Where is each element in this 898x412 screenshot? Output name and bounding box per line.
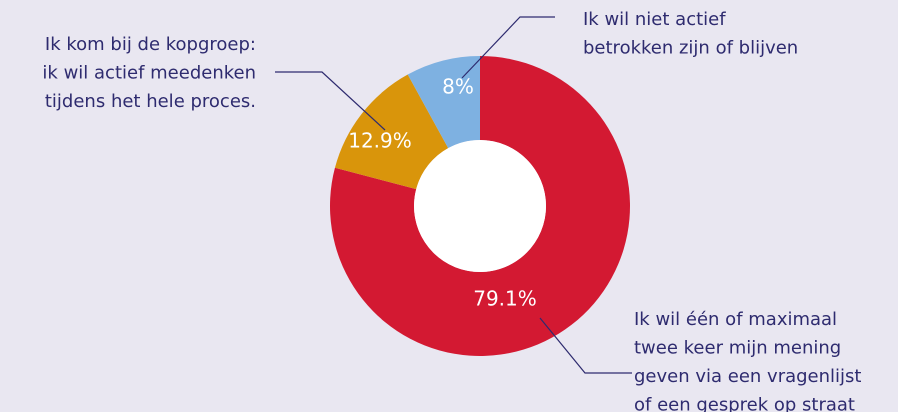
category-label-line: Ik wil niet actief: [583, 9, 726, 30]
leader-line: [275, 71, 386, 131]
leader-line: [461, 16, 555, 79]
data-label: 8%: [442, 75, 474, 99]
category-label-line: twee keer mijn mening: [634, 338, 841, 359]
category-label-line: tijdens het hele proces.: [45, 91, 256, 112]
donut-slice: [334, 74, 449, 190]
category-label: Ik wil één of maximaal twee keer mijn men…: [634, 309, 861, 412]
donut-slice: [329, 56, 630, 356]
category-label-line: geven via een vragenlijst: [634, 366, 861, 387]
data-label: 79.1%: [473, 287, 537, 311]
data-label: 12.9%: [348, 129, 412, 153]
category-label: Ik wil niet actief betrokken zijn of blij…: [583, 9, 798, 59]
category-label-line: ik wil actief meedenken: [42, 63, 256, 84]
leader-line: [539, 317, 632, 374]
donut-hole: [414, 140, 546, 272]
category-label-line: of een gesprek op straat: [634, 395, 855, 412]
donut-slice: [407, 56, 480, 149]
category-label: Ik kom bij de kopgroep: ik wil actief mee…: [42, 34, 256, 112]
category-label-line: Ik kom bij de kopgroep:: [45, 34, 256, 55]
category-label-line: Ik wil één of maximaal: [634, 309, 837, 330]
category-label-line: betrokken zijn of blijven: [583, 38, 798, 59]
